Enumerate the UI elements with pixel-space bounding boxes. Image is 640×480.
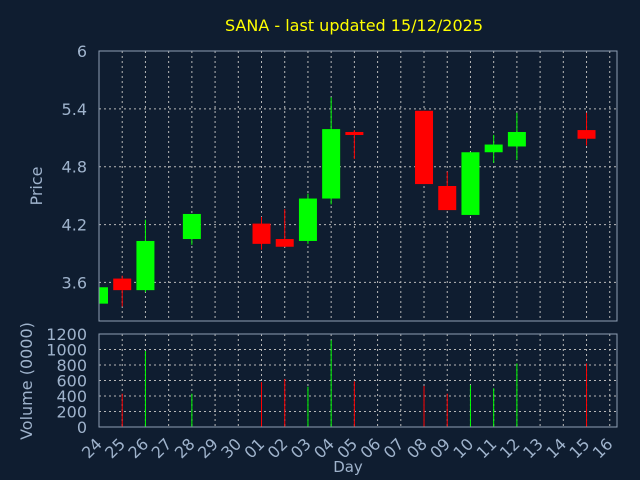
price-tick-label: 6 <box>77 42 87 61</box>
price-tick-label: 5.4 <box>62 100 87 119</box>
volume-tick-label: 1200 <box>46 325 87 344</box>
volume-bars <box>121 340 588 427</box>
price-tick-label: 3.6 <box>62 273 87 292</box>
volume-axis-label: Volume (0000) <box>17 322 36 440</box>
candle-body <box>182 213 201 240</box>
candle-body <box>577 130 596 139</box>
volume-tick-label: 1000 <box>46 341 87 360</box>
price-axis: 3.6 4.2 4.8 5.4 6 <box>62 42 87 292</box>
price-axis-label: Price <box>27 166 46 205</box>
candle-body <box>322 129 341 199</box>
price-panel-frame <box>98 50 618 322</box>
candle-body <box>298 198 317 241</box>
candle-body <box>415 110 434 185</box>
volume-panel-frame <box>98 333 618 428</box>
volume-tick-label: 0 <box>77 418 87 437</box>
volume-tick-label: 200 <box>56 403 87 422</box>
chart-title: SANA - last updated 15/12/2025 <box>225 16 483 35</box>
candle-body <box>113 278 132 291</box>
volume-tick-label: 400 <box>56 387 87 406</box>
volume-tick-label: 800 <box>56 356 87 375</box>
candle-body <box>136 240 155 291</box>
candle-body <box>507 132 526 147</box>
candle-body <box>345 132 364 135</box>
candle-body <box>275 239 294 247</box>
volume-tick-label: 600 <box>56 372 87 391</box>
price-tick-label: 4.8 <box>62 158 87 177</box>
candle-body <box>484 144 503 153</box>
candle-body <box>438 186 457 211</box>
price-tick-label: 4.2 <box>62 216 87 235</box>
x-axis-label: Day <box>333 458 363 476</box>
candle-body <box>461 152 480 215</box>
candles <box>98 97 596 307</box>
candle-body <box>99 287 108 304</box>
candle-body <box>252 223 271 244</box>
